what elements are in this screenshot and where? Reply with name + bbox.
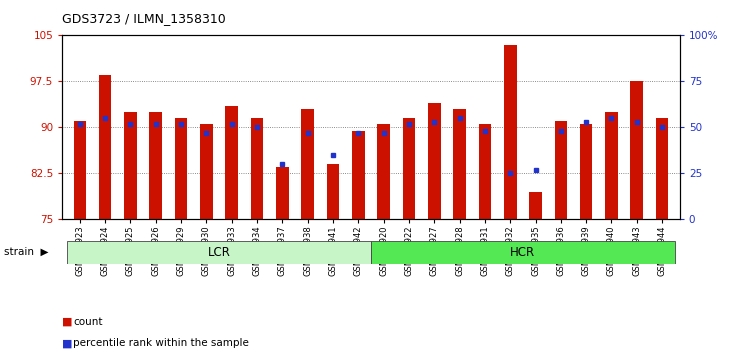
Text: GDS3723 / ILMN_1358310: GDS3723 / ILMN_1358310: [62, 12, 226, 25]
Text: count: count: [73, 317, 102, 327]
Bar: [124, 112, 137, 219]
Text: LCR: LCR: [208, 246, 230, 259]
Bar: [225, 106, 238, 219]
Bar: [555, 121, 567, 219]
Bar: [428, 103, 441, 219]
Bar: [301, 109, 314, 219]
Bar: [630, 81, 643, 219]
Text: percentile rank within the sample: percentile rank within the sample: [73, 338, 249, 348]
Text: strain  ▶: strain ▶: [4, 247, 48, 257]
Bar: [74, 121, 86, 219]
Bar: [371, 241, 675, 264]
Bar: [605, 112, 618, 219]
Bar: [479, 124, 491, 219]
Bar: [403, 118, 415, 219]
Bar: [175, 118, 187, 219]
Text: HCR: HCR: [510, 246, 535, 259]
Bar: [580, 124, 593, 219]
Bar: [67, 241, 371, 264]
Bar: [276, 167, 289, 219]
Bar: [529, 192, 542, 219]
Bar: [656, 118, 668, 219]
Bar: [99, 75, 112, 219]
Bar: [377, 124, 390, 219]
Bar: [504, 45, 517, 219]
Text: ■: ■: [62, 338, 72, 348]
Bar: [251, 118, 263, 219]
Bar: [149, 112, 162, 219]
Bar: [352, 131, 365, 219]
Text: ■: ■: [62, 317, 72, 327]
Bar: [453, 109, 466, 219]
Bar: [200, 124, 213, 219]
Bar: [327, 164, 339, 219]
